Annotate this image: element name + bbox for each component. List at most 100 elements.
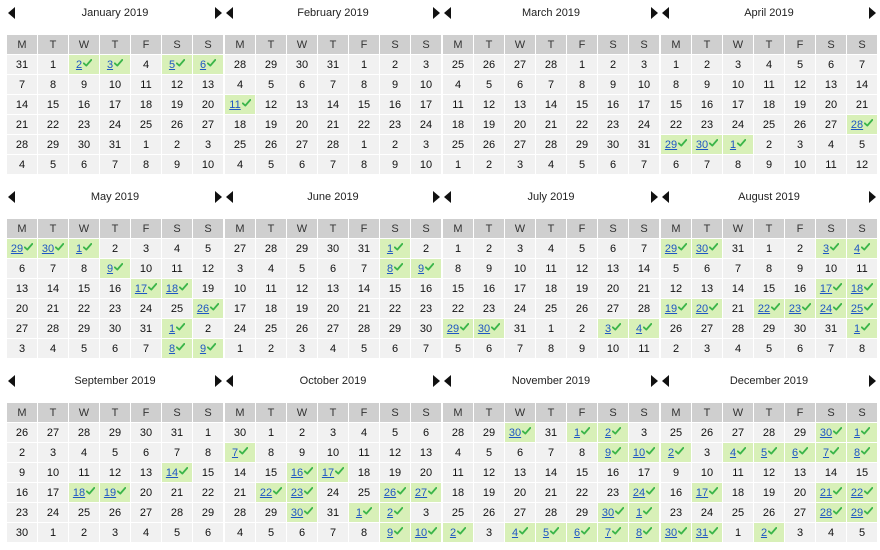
available-day-cell[interactable]: 6 xyxy=(566,522,598,543)
available-day-cell[interactable]: 19 xyxy=(99,482,131,503)
available-day-cell[interactable]: 30 xyxy=(37,238,69,259)
day-link[interactable]: 8 xyxy=(386,263,394,275)
available-day-cell[interactable]: 22 xyxy=(846,482,878,503)
available-day-cell[interactable]: 26 xyxy=(192,298,224,319)
day-link[interactable]: 10 xyxy=(414,527,428,539)
available-day-cell[interactable]: 4 xyxy=(504,522,536,543)
available-day-cell[interactable]: 25 xyxy=(846,298,878,319)
available-day-cell[interactable]: 1 xyxy=(846,422,878,443)
available-day-cell[interactable]: 6 xyxy=(192,54,224,75)
available-day-cell[interactable]: 17 xyxy=(130,278,162,299)
available-day-cell[interactable]: 31 xyxy=(691,522,723,543)
day-link[interactable]: 23 xyxy=(290,487,304,499)
available-day-cell[interactable]: 9 xyxy=(410,258,442,279)
day-link[interactable]: 3 xyxy=(106,59,114,71)
day-link[interactable]: 11 xyxy=(229,99,241,111)
prev-month-arrow-icon[interactable] xyxy=(224,188,236,206)
available-day-cell[interactable]: 2 xyxy=(660,442,692,463)
day-link[interactable]: 6 xyxy=(199,59,207,71)
next-month-arrow-icon[interactable] xyxy=(866,188,878,206)
day-link[interactable]: 9 xyxy=(106,263,114,275)
day-link[interactable]: 21 xyxy=(819,487,833,499)
available-day-cell[interactable]: 29 xyxy=(442,318,474,339)
available-day-cell[interactable]: 29 xyxy=(660,134,692,155)
available-day-cell[interactable]: 4 xyxy=(722,442,754,463)
day-link[interactable]: 4 xyxy=(729,447,737,459)
available-day-cell[interactable]: 27 xyxy=(410,482,442,503)
available-day-cell[interactable]: 1 xyxy=(628,502,660,523)
available-day-cell[interactable]: 10 xyxy=(410,522,442,543)
day-link[interactable]: 1 xyxy=(355,507,363,519)
next-month-arrow-icon[interactable] xyxy=(430,372,442,390)
available-day-cell[interactable]: 30 xyxy=(815,422,847,443)
day-link[interactable]: 30 xyxy=(41,243,55,255)
day-link[interactable]: 26 xyxy=(383,487,397,499)
available-day-cell[interactable]: 9 xyxy=(192,338,224,359)
prev-month-arrow-icon[interactable] xyxy=(660,4,672,22)
available-day-cell[interactable]: 1 xyxy=(68,238,100,259)
available-day-cell[interactable]: 24 xyxy=(815,298,847,319)
next-month-arrow-icon[interactable] xyxy=(430,4,442,22)
next-month-arrow-icon[interactable] xyxy=(866,4,878,22)
available-day-cell[interactable]: 18 xyxy=(68,482,100,503)
day-link[interactable]: 2 xyxy=(760,527,768,539)
day-link[interactable]: 5 xyxy=(168,59,176,71)
day-link[interactable]: 28 xyxy=(819,507,833,519)
next-month-arrow-icon[interactable] xyxy=(212,188,224,206)
available-day-cell[interactable]: 17 xyxy=(815,278,847,299)
available-day-cell[interactable]: 9 xyxy=(379,522,411,543)
available-day-cell[interactable]: 3 xyxy=(815,238,847,259)
day-link[interactable]: 6 xyxy=(791,447,799,459)
day-link[interactable]: 3 xyxy=(604,323,612,335)
available-day-cell[interactable]: 2 xyxy=(597,422,629,443)
available-day-cell[interactable]: 18 xyxy=(161,278,193,299)
day-link[interactable]: 22 xyxy=(850,487,864,499)
available-day-cell[interactable]: 28 xyxy=(846,114,878,135)
day-link[interactable]: 9 xyxy=(386,527,394,539)
available-day-cell[interactable]: 9 xyxy=(597,442,629,463)
available-day-cell[interactable]: 11 xyxy=(224,94,256,115)
available-day-cell[interactable]: 22 xyxy=(753,298,785,319)
available-day-cell[interactable]: 19 xyxy=(660,298,692,319)
day-link[interactable]: 1 xyxy=(75,243,83,255)
day-link[interactable]: 1 xyxy=(635,507,643,519)
day-link[interactable]: 9 xyxy=(417,263,425,275)
available-day-cell[interactable]: 30 xyxy=(597,502,629,523)
day-link[interactable]: 1 xyxy=(853,323,861,335)
available-day-cell[interactable]: 30 xyxy=(660,522,692,543)
day-link[interactable]: 30 xyxy=(290,507,304,519)
day-link[interactable]: 22 xyxy=(757,303,771,315)
available-day-cell[interactable]: 4 xyxy=(846,238,878,259)
available-day-cell[interactable]: 1 xyxy=(566,422,598,443)
available-day-cell[interactable]: 29 xyxy=(846,502,878,523)
available-day-cell[interactable]: 30 xyxy=(691,134,723,155)
prev-month-arrow-icon[interactable] xyxy=(224,372,236,390)
day-link[interactable]: 22 xyxy=(259,487,273,499)
day-link[interactable]: 31 xyxy=(695,527,709,539)
prev-month-arrow-icon[interactable] xyxy=(660,188,672,206)
day-link[interactable]: 1 xyxy=(853,427,861,439)
day-link[interactable]: 2 xyxy=(604,427,612,439)
available-day-cell[interactable]: 28 xyxy=(815,502,847,523)
available-day-cell[interactable]: 8 xyxy=(379,258,411,279)
day-link[interactable]: 5 xyxy=(542,527,550,539)
available-day-cell[interactable]: 5 xyxy=(753,442,785,463)
available-day-cell[interactable]: 7 xyxy=(815,442,847,463)
prev-month-arrow-icon[interactable] xyxy=(660,372,672,390)
day-link[interactable]: 24 xyxy=(632,487,646,499)
prev-month-arrow-icon[interactable] xyxy=(6,188,18,206)
available-day-cell[interactable]: 2 xyxy=(68,54,100,75)
available-day-cell[interactable]: 5 xyxy=(161,54,193,75)
next-month-arrow-icon[interactable] xyxy=(648,4,660,22)
available-day-cell[interactable]: 20 xyxy=(691,298,723,319)
day-link[interactable]: 14 xyxy=(165,467,179,479)
day-link[interactable]: 29 xyxy=(10,243,24,255)
available-day-cell[interactable]: 24 xyxy=(628,482,660,503)
day-link[interactable]: 3 xyxy=(822,243,830,255)
day-link[interactable]: 30 xyxy=(819,427,833,439)
day-link[interactable]: 1 xyxy=(386,243,394,255)
day-link[interactable]: 1 xyxy=(729,139,737,151)
day-link[interactable]: 18 xyxy=(72,487,86,499)
day-link[interactable]: 19 xyxy=(103,487,117,499)
day-link[interactable]: 2 xyxy=(667,447,675,459)
